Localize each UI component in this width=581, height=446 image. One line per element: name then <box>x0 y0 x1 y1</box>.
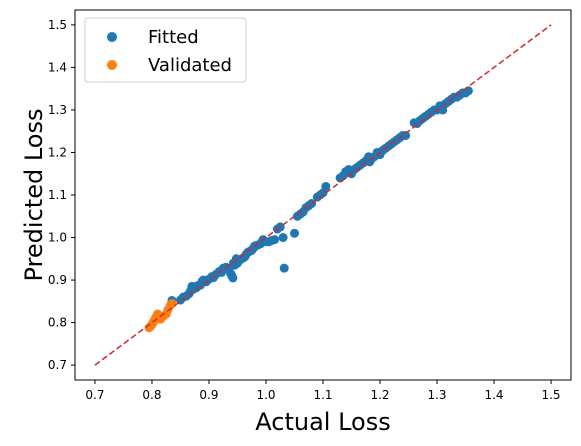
x-tick-label: 1.4 <box>484 388 503 402</box>
x-tick-label: 0.8 <box>142 388 161 402</box>
fitted-point <box>321 181 331 191</box>
legend-marker-validated <box>107 60 117 70</box>
legend-marker-fitted <box>107 32 117 42</box>
x-tick-label: 1.2 <box>370 388 389 402</box>
y-tick-label: 1.5 <box>48 18 67 32</box>
y-tick-label: 0.9 <box>48 273 67 287</box>
identity-reference-line <box>94 24 552 366</box>
x-tick-label: 1.3 <box>427 388 446 402</box>
x-tick-label: 0.9 <box>199 388 218 402</box>
fitted-point <box>278 233 288 243</box>
legend: Fitted Validated <box>84 17 247 83</box>
x-tick-label: 1.5 <box>541 388 560 402</box>
fitted-point <box>289 228 299 238</box>
x-axis-ticks: 0.7 0.8 0.9 1.0 1.1 1.2 1.3 1.4 1.5 <box>85 380 561 402</box>
validated-point <box>167 298 177 308</box>
legend-label-validated: Validated <box>148 55 232 76</box>
fitted-point <box>228 273 238 283</box>
y-tick-label: 0.8 <box>48 316 67 330</box>
fitted-point <box>401 130 411 140</box>
y-axis-label: Predicted Loss <box>20 109 48 282</box>
y-tick-label: 1.0 <box>48 231 67 245</box>
x-axis-label: Actual Loss <box>255 408 390 436</box>
x-tick-label: 0.7 <box>85 388 104 402</box>
fitted-point <box>279 263 289 273</box>
y-axis-ticks: 0.7 0.8 0.9 1.0 1.1 1.2 1.3 1.4 1.5 <box>48 18 75 372</box>
fitted-point <box>270 235 280 245</box>
legend-label-fitted: Fitted <box>148 27 199 48</box>
x-tick-label: 1.1 <box>313 388 332 402</box>
y-tick-label: 1.3 <box>48 103 67 117</box>
fitted-point <box>463 86 473 96</box>
y-tick-label: 1.4 <box>48 60 67 74</box>
y-tick-label: 0.7 <box>48 358 67 372</box>
legend-box <box>84 17 247 83</box>
y-tick-label: 1.1 <box>48 188 67 202</box>
x-tick-label: 1.0 <box>256 388 275 402</box>
y-tick-label: 1.2 <box>48 145 67 159</box>
